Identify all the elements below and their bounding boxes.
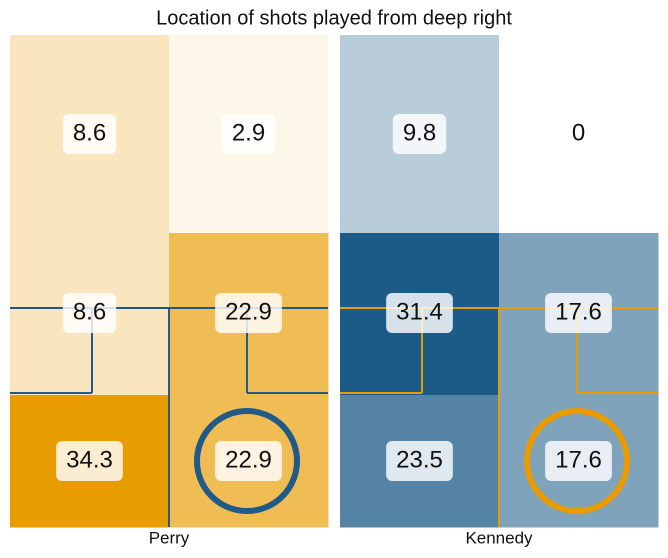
- value-label: 17.6: [555, 446, 602, 473]
- panel-label: Perry: [149, 528, 190, 547]
- value-label: 0: [572, 119, 585, 146]
- chart-title: Location of shots played from deep right: [156, 7, 512, 29]
- label-box: [215, 293, 282, 333]
- label-box: [62, 293, 117, 333]
- cell: [499, 35, 659, 234]
- label-box: [221, 114, 276, 154]
- target-circle: [524, 408, 630, 514]
- value-label: 22.9: [225, 446, 272, 473]
- label-box: [56, 441, 123, 481]
- panel-label: Kennedy: [465, 528, 533, 547]
- target-circle: [194, 408, 300, 514]
- label-box: [545, 441, 612, 481]
- label-box: [62, 114, 117, 154]
- label-box: [215, 441, 282, 481]
- value-label: 17.6: [555, 298, 602, 325]
- value-label: 2.9: [232, 119, 265, 146]
- label-box: [386, 293, 453, 333]
- value-label: 8.6: [73, 298, 106, 325]
- value-label: 9.8: [403, 119, 436, 146]
- label-box: [392, 114, 447, 154]
- value-label: 22.9: [225, 298, 272, 325]
- label-box: [386, 441, 453, 481]
- label-box: [545, 293, 612, 333]
- value-label: 34.3: [66, 446, 113, 473]
- value-label: 8.6: [73, 119, 106, 146]
- value-label: 23.5: [396, 446, 443, 473]
- value-label: 31.4: [396, 298, 443, 325]
